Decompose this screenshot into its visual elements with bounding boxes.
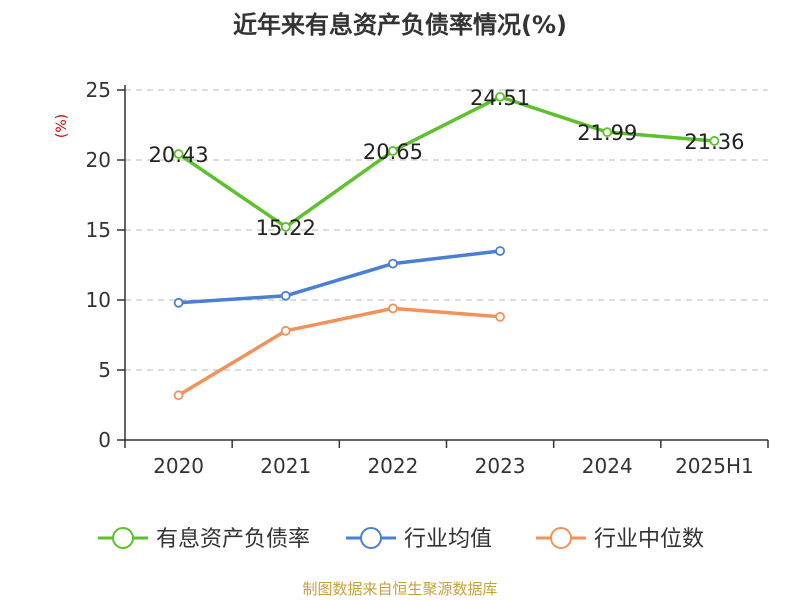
series-0-point-2020 <box>173 149 184 159</box>
x-tick-label-2023: 2023 <box>475 454 526 478</box>
series-line-0 <box>176 95 717 229</box>
legend-item-1: 行业均值 <box>346 527 492 552</box>
y-tick-label-20: 20 <box>86 148 111 172</box>
y-tick-label-10: 10 <box>86 288 111 312</box>
series-0-point-2024 <box>602 127 613 138</box>
data-label-2022: 20.65 <box>363 140 423 164</box>
data-label-2021: 15.22 <box>256 216 316 240</box>
series-0-point-2023 <box>495 91 505 102</box>
series-line-2 <box>176 306 502 397</box>
series-2-point-2023 <box>495 311 505 322</box>
x-tick-label-2025H1: 2025H1 <box>675 454 754 478</box>
legend-marker-2 <box>550 527 572 549</box>
x-tick-label-2021: 2021 <box>260 454 311 478</box>
grid-lines <box>125 89 768 371</box>
data-labels: 20.43 15.22 20.65 24.51 21.99 21.36 <box>149 86 745 240</box>
series-2-point-2021 <box>280 325 291 336</box>
data-label-2023: 24.51 <box>470 86 530 110</box>
legend-label-0: 有息资产负债率 <box>156 527 310 552</box>
legend-item-2: 行业中位数 <box>536 527 704 552</box>
series-1-point-2022 <box>388 258 398 269</box>
axes: 0 5 10 15 20 25 2020 2021 2022 2023 2024 2025H1 <box>86 78 769 478</box>
x-tick-label-2020: 2020 <box>153 454 204 478</box>
series-2-point-2020 <box>173 390 184 401</box>
y-tick-label-5: 5 <box>98 358 111 382</box>
series-1-point-2021 <box>280 290 291 301</box>
legend-label-1: 行业均值 <box>404 527 492 552</box>
data-label-2020: 20.43 <box>149 143 209 167</box>
legend-label-2: 行业中位数 <box>594 527 704 552</box>
series-1-point-2020 <box>173 297 184 308</box>
x-tick-label-2024: 2024 <box>582 454 633 478</box>
y-tick-label-25: 25 <box>86 78 111 102</box>
legend: 有息资产负债率 行业均值 行业中位数 <box>98 527 704 552</box>
data-label-2025H1: 21.36 <box>684 130 744 154</box>
x-tick-label-2022: 2022 <box>367 454 418 478</box>
series-2-point-2022 <box>388 303 398 314</box>
series-line-1 <box>176 249 502 305</box>
series-0-point-2025H1 <box>709 136 720 146</box>
y-axis-unit-label: (%) <box>54 114 70 138</box>
legend-marker-1 <box>360 527 382 549</box>
chart-title: 近年来有息资产负债率情况(%) <box>233 11 567 39</box>
series-layer <box>173 91 720 401</box>
y-tick-label-15: 15 <box>86 218 111 242</box>
data-label-2024: 21.99 <box>577 121 637 145</box>
series-0-point-2022 <box>388 145 398 156</box>
series-1-point-2023 <box>495 246 505 256</box>
source-note: 制图数据来自恒生聚源数据库 <box>302 580 497 598</box>
y-tick-label-0: 0 <box>98 428 111 452</box>
legend-item-0: 有息资产负债率 <box>98 527 310 552</box>
series-0-point-2021 <box>280 222 291 232</box>
legend-marker-0 <box>112 527 134 549</box>
